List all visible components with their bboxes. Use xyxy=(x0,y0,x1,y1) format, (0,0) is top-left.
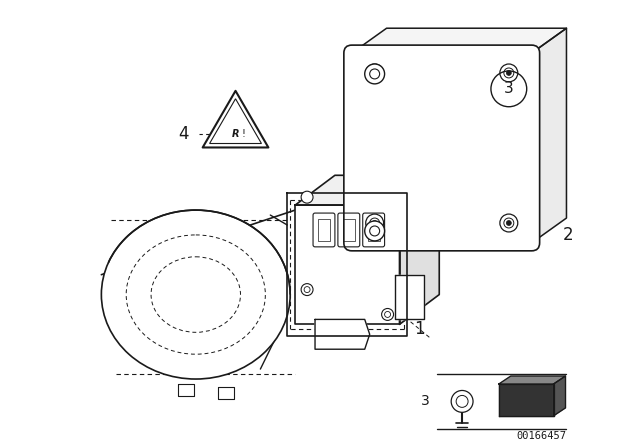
Circle shape xyxy=(365,214,383,232)
Circle shape xyxy=(500,214,518,232)
Circle shape xyxy=(365,64,383,82)
Polygon shape xyxy=(295,205,399,324)
Circle shape xyxy=(301,191,313,203)
Polygon shape xyxy=(499,384,554,416)
Circle shape xyxy=(365,221,385,241)
Circle shape xyxy=(381,309,394,320)
Polygon shape xyxy=(394,275,424,319)
Polygon shape xyxy=(554,376,566,416)
Polygon shape xyxy=(295,175,439,205)
Polygon shape xyxy=(352,28,566,53)
Circle shape xyxy=(301,284,313,296)
Ellipse shape xyxy=(101,210,290,379)
Text: 2: 2 xyxy=(563,226,574,244)
Circle shape xyxy=(451,391,473,412)
Circle shape xyxy=(365,64,385,84)
Polygon shape xyxy=(315,319,370,349)
Text: 4: 4 xyxy=(179,125,189,142)
Text: 00166457: 00166457 xyxy=(516,431,566,441)
Polygon shape xyxy=(203,91,268,147)
Text: 3: 3 xyxy=(504,82,514,96)
Text: R: R xyxy=(232,129,239,138)
Polygon shape xyxy=(499,376,566,384)
Polygon shape xyxy=(399,175,439,324)
Circle shape xyxy=(500,64,518,82)
Text: !: ! xyxy=(241,129,245,138)
Circle shape xyxy=(506,70,511,75)
Circle shape xyxy=(372,70,377,75)
FancyBboxPatch shape xyxy=(344,45,540,251)
Circle shape xyxy=(506,220,511,225)
Text: 3: 3 xyxy=(421,394,429,409)
Text: 1: 1 xyxy=(414,320,425,338)
Circle shape xyxy=(372,220,377,225)
Polygon shape xyxy=(532,28,566,243)
